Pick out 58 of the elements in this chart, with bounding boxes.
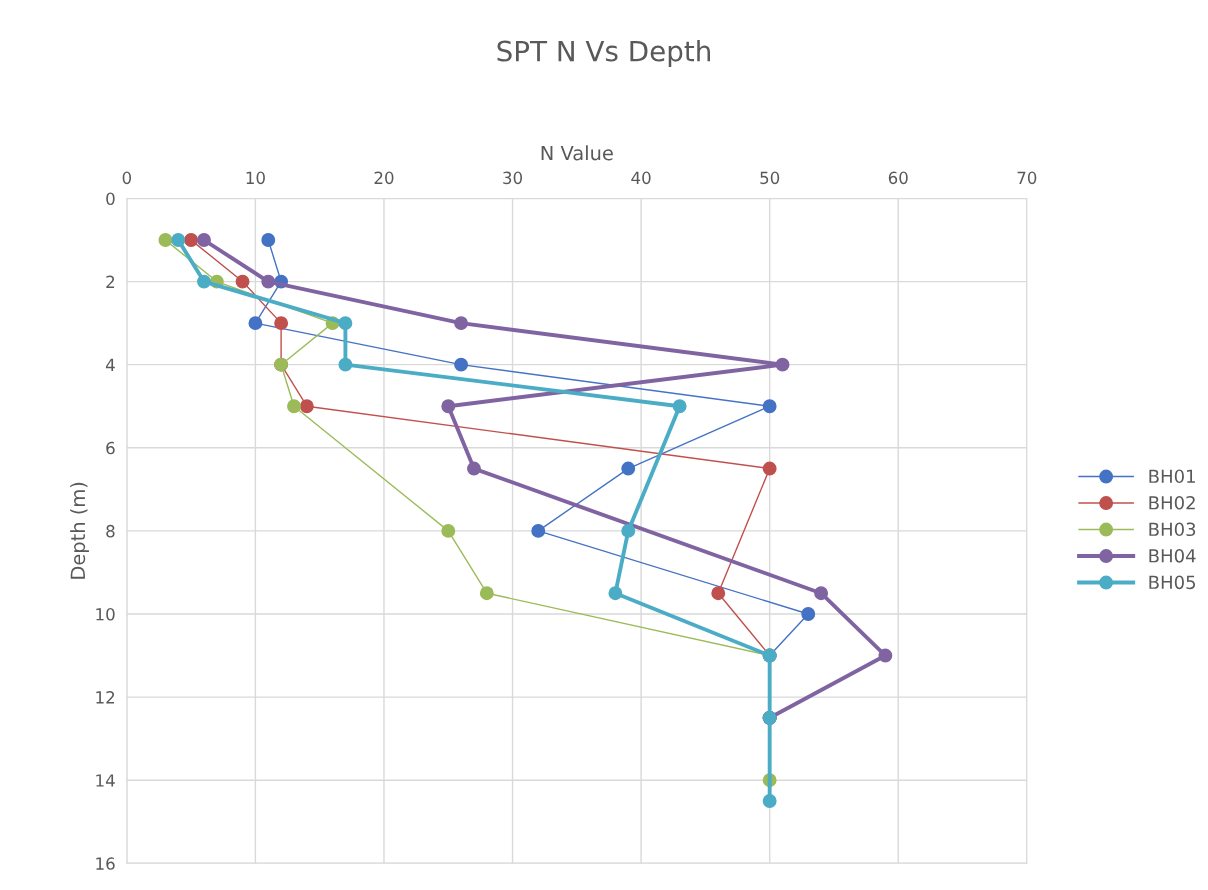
chart-title: SPT N Vs Depth — [497, 40, 710, 67]
legend-label: BH02 — [1149, 495, 1195, 510]
x-tick-label: 20 — [374, 171, 394, 185]
x-axis-title: N Value — [541, 145, 613, 161]
legend-label: BH05 — [1149, 575, 1196, 590]
y-tick-label: 0 — [106, 192, 115, 206]
point — [274, 316, 289, 331]
x-tick-label: 50 — [760, 171, 780, 185]
point — [762, 794, 777, 808]
point — [878, 648, 893, 663]
point — [621, 523, 636, 538]
x-tick-label: 30 — [503, 171, 523, 185]
y-tick-label: 2 — [106, 275, 115, 288]
point — [762, 399, 777, 414]
y-tick-label: 16 — [96, 857, 115, 870]
point — [299, 399, 314, 414]
legend-label: BH04 — [1149, 548, 1196, 563]
point — [261, 274, 276, 289]
point — [184, 233, 199, 247]
x-tick-label: 0 — [122, 171, 132, 185]
y-tick-label: 10 — [96, 607, 115, 621]
point — [441, 523, 456, 538]
point — [608, 586, 623, 601]
point — [479, 586, 494, 601]
legend-label: BH01 — [1149, 469, 1195, 484]
x-tick-label: 10 — [246, 171, 265, 185]
point — [711, 586, 726, 601]
point — [814, 586, 829, 601]
y-tick-label: 4 — [105, 358, 115, 372]
y-axis-title: Depth (m) — [70, 482, 89, 579]
point — [158, 233, 173, 247]
point — [235, 274, 250, 289]
y-tick-label: 14 — [96, 774, 115, 787]
point — [248, 316, 263, 331]
y-tick-label: 12 — [96, 691, 115, 704]
point — [467, 461, 481, 476]
point — [197, 274, 211, 289]
point — [454, 357, 469, 372]
point — [441, 399, 456, 414]
x-tick-label: 70 — [1017, 171, 1037, 185]
point — [672, 399, 687, 414]
point — [775, 357, 790, 372]
point — [287, 399, 301, 414]
legend-label: BH03 — [1149, 522, 1196, 537]
x-tick-label: 60 — [888, 171, 908, 185]
point — [171, 233, 186, 247]
point — [197, 233, 211, 247]
point — [762, 461, 777, 476]
y-tick-label: 6 — [106, 441, 115, 455]
point — [454, 316, 469, 331]
point — [801, 607, 816, 621]
point — [261, 233, 276, 247]
point — [531, 523, 546, 538]
point — [338, 357, 353, 372]
x-tick-label: 40 — [631, 171, 651, 185]
y-tick-label: 8 — [106, 524, 115, 538]
point — [621, 461, 636, 476]
point — [338, 316, 353, 331]
